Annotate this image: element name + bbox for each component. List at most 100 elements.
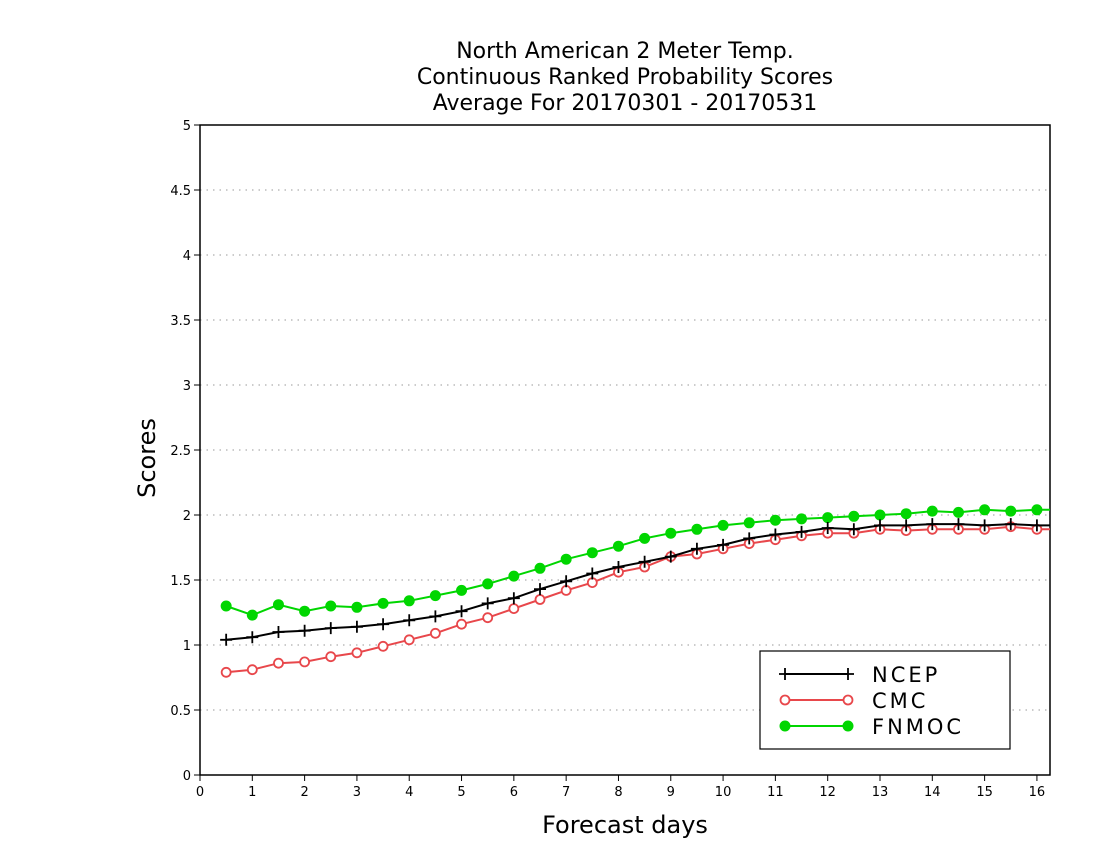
title-line-2: Continuous Ranked Probability Scores bbox=[417, 65, 833, 90]
data-point bbox=[952, 518, 965, 531]
data-point bbox=[455, 605, 468, 618]
data-point bbox=[743, 532, 756, 545]
data-point bbox=[220, 666, 232, 678]
legend-item-fnmoc: FNMOC bbox=[779, 715, 964, 739]
y-tick-label: 5 bbox=[183, 119, 191, 134]
data-point bbox=[848, 510, 860, 522]
x-tick-label: 0 bbox=[196, 785, 204, 800]
y-tick-label: 0 bbox=[183, 769, 191, 784]
data-point bbox=[842, 668, 854, 680]
data-point bbox=[220, 633, 233, 646]
data-point bbox=[299, 605, 311, 617]
data-point bbox=[534, 583, 546, 596]
y-axis-label: Scores bbox=[133, 418, 161, 498]
x-tick-label: 15 bbox=[976, 785, 993, 800]
x-tick-label: 5 bbox=[457, 785, 465, 800]
data-point bbox=[821, 522, 834, 534]
series-group bbox=[220, 504, 1050, 678]
data-point bbox=[507, 592, 520, 605]
data-point bbox=[665, 527, 677, 539]
x-axis-label: Forecast days bbox=[542, 811, 708, 839]
data-point bbox=[560, 553, 572, 565]
data-point bbox=[429, 627, 441, 639]
legend-item-cmc: CMC bbox=[779, 689, 928, 713]
data-point bbox=[272, 599, 284, 611]
data-point bbox=[586, 567, 599, 580]
data-point bbox=[534, 562, 546, 574]
data-point bbox=[842, 720, 854, 732]
data-point bbox=[403, 595, 415, 607]
data-point bbox=[403, 634, 415, 646]
data-point bbox=[246, 631, 259, 644]
data-point bbox=[952, 506, 964, 518]
data-point bbox=[220, 600, 232, 612]
x-tick-label: 13 bbox=[872, 785, 889, 800]
title-line-1: North American 2 Meter Temp. bbox=[456, 39, 794, 64]
data-point bbox=[639, 532, 651, 544]
data-point bbox=[456, 584, 468, 596]
data-point bbox=[743, 517, 755, 529]
title-line-3: Average For 20170301 - 20170531 bbox=[433, 91, 818, 116]
data-point bbox=[796, 513, 808, 525]
x-tick-label: 11 bbox=[767, 785, 784, 800]
x-tick-label: 2 bbox=[300, 785, 308, 800]
data-point bbox=[847, 523, 860, 536]
data-point bbox=[717, 519, 729, 531]
data-point bbox=[456, 618, 467, 630]
y-tick-label: 1 bbox=[183, 639, 191, 654]
y-tick-label: 0.5 bbox=[170, 704, 191, 719]
x-tick-label: 12 bbox=[819, 785, 836, 800]
data-point bbox=[586, 547, 598, 559]
chart-title: North American 2 Meter Temp. Continuous … bbox=[417, 39, 833, 116]
y-tick-label: 2 bbox=[183, 509, 191, 524]
data-point bbox=[273, 657, 284, 669]
legend-label: CMC bbox=[872, 689, 928, 713]
legend-label: NCEP bbox=[872, 663, 940, 687]
y-tick-label: 2.5 bbox=[170, 444, 191, 459]
data-point bbox=[1030, 519, 1043, 532]
y-tick-label: 1.5 bbox=[170, 574, 191, 589]
x-tick-label: 16 bbox=[1029, 785, 1046, 800]
data-point bbox=[299, 656, 311, 668]
data-point bbox=[1005, 505, 1017, 517]
data-point bbox=[1031, 504, 1043, 516]
data-point bbox=[325, 651, 337, 663]
data-point bbox=[900, 519, 913, 532]
data-point bbox=[874, 509, 886, 521]
data-point bbox=[638, 555, 651, 568]
data-point bbox=[664, 550, 677, 563]
data-point bbox=[717, 538, 730, 551]
data-point bbox=[874, 519, 886, 532]
data-point bbox=[350, 620, 363, 633]
series-line bbox=[226, 523, 1050, 641]
data-point bbox=[690, 542, 703, 555]
data-point bbox=[978, 519, 991, 532]
data-point bbox=[272, 626, 285, 638]
data-point bbox=[769, 528, 782, 541]
y-tick-label: 3.5 bbox=[170, 314, 191, 329]
y-tick-label: 3 bbox=[183, 379, 191, 394]
data-point bbox=[979, 504, 991, 516]
data-point bbox=[482, 578, 494, 590]
data-point bbox=[324, 622, 337, 635]
x-tick-label: 7 bbox=[562, 785, 570, 800]
data-point bbox=[779, 720, 791, 732]
x-tick-label: 6 bbox=[510, 785, 518, 800]
data-point bbox=[351, 601, 363, 613]
x-tick-label: 1 bbox=[248, 785, 256, 800]
x-tick-label: 10 bbox=[715, 785, 732, 800]
data-point bbox=[351, 647, 363, 659]
data-point bbox=[779, 668, 791, 680]
series-fnmoc bbox=[220, 504, 1050, 621]
data-point bbox=[377, 640, 389, 652]
data-point bbox=[779, 694, 791, 706]
data-point bbox=[482, 612, 494, 624]
data-point bbox=[377, 618, 390, 631]
axis-ticks: 00.511.522.533.544.550 1 2 3 4 5 6 7 8 9 10 11 12 13 1… bbox=[170, 119, 1045, 800]
data-point bbox=[325, 600, 337, 612]
legend-label: FNMOC bbox=[872, 715, 964, 739]
data-point bbox=[842, 694, 854, 706]
data-point bbox=[246, 664, 258, 676]
